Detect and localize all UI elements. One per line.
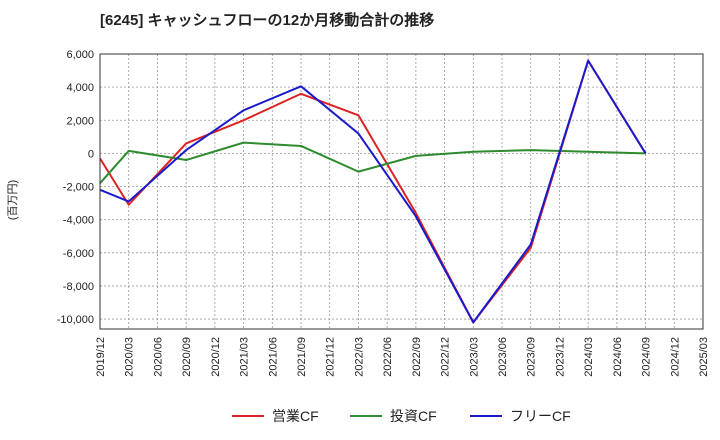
legend-label: フリーCF — [510, 408, 571, 424]
y-tick-label: 6,000 — [66, 49, 94, 61]
x-tick-label: 2020/03 — [124, 337, 136, 377]
x-tick-label: 2023/12 — [554, 337, 566, 377]
x-tick-label: 2024/06 — [612, 337, 624, 377]
x-tick-label: 2019/12 — [95, 337, 107, 377]
legend-label: 営業CF — [272, 408, 319, 424]
legend-label: 投資CF — [390, 408, 437, 424]
y-axis-label: (百万円) — [7, 180, 19, 220]
x-tick-label: 2021/06 — [267, 337, 279, 377]
chart-title: [6245] キャッシュフローの12か月移動合計の推移 — [100, 11, 434, 29]
x-tick-label: 2023/03 — [468, 337, 480, 377]
x-tick-label: 2021/12 — [325, 337, 337, 377]
plot-border — [99, 53, 704, 330]
series-lines — [99, 59, 647, 324]
x-tick-label: 2024/12 — [669, 337, 681, 377]
y-tick-label: 0 — [88, 148, 94, 160]
x-tick-label: 2020/12 — [210, 337, 222, 377]
y-tick-label: -2,000 — [63, 182, 94, 194]
x-tick-label: 2022/06 — [382, 337, 394, 377]
y-tick-label: 2,000 — [66, 115, 94, 127]
x-tick-label: 2021/09 — [296, 337, 308, 377]
series-line-3 — [99, 59, 647, 324]
y-tick-label: -4,000 — [63, 215, 94, 227]
x-tick-label: 2020/09 — [181, 337, 193, 377]
y-tick-label: -10,000 — [57, 314, 94, 326]
x-tick-label: 2025/03 — [698, 337, 710, 377]
y-tick-label: -6,000 — [63, 248, 94, 260]
series-line-2 — [99, 141, 646, 184]
x-tick-label: 2022/03 — [353, 337, 365, 377]
grid-lines — [99, 53, 704, 329]
x-tick-label: 2024/03 — [583, 337, 595, 377]
y-tick-label: 4,000 — [66, 82, 94, 94]
x-tick-label: 2022/12 — [440, 337, 452, 377]
x-axis-ticks: 2019/12 2020/03 2020/06 2020/09 2020/12 2021/… — [95, 337, 710, 377]
x-tick-label: 2022/09 — [411, 337, 423, 377]
x-tick-label: 2021/03 — [239, 337, 251, 377]
y-axis-ticks: 6,000 4,000 2,000 0 -2,000 -4,000 -6,000 -8,000… — [57, 49, 94, 326]
x-tick-label: 2023/09 — [526, 337, 538, 377]
x-tick-label: 2020/06 — [152, 337, 164, 377]
y-tick-label: -8,000 — [63, 281, 94, 293]
x-tick-label: 2023/06 — [497, 337, 509, 377]
x-tick-label: 2024/09 — [641, 337, 653, 377]
plot-area — [100, 54, 703, 329]
legend: 営業CF 投資CF フリーCF — [232, 408, 571, 424]
